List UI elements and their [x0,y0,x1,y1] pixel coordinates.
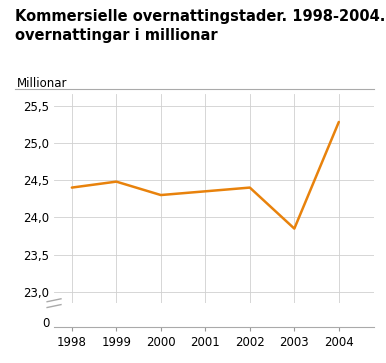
Text: Kommersielle overnattingstader. 1998-2004. Talet på
overnattingar i millionar: Kommersielle overnattingstader. 1998-200… [15,7,386,43]
Text: Millionar: Millionar [17,77,68,90]
